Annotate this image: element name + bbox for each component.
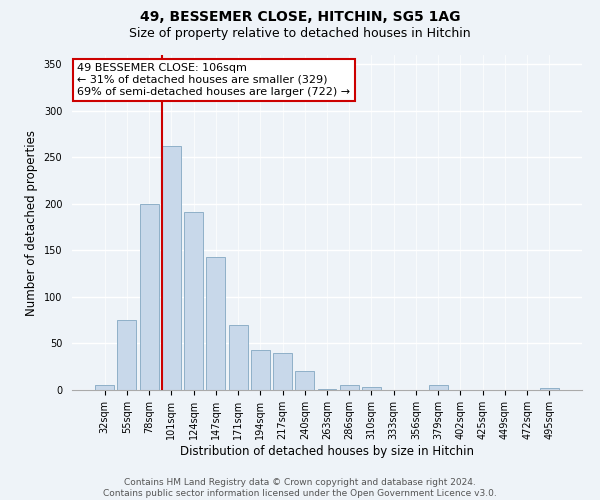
Y-axis label: Number of detached properties: Number of detached properties [25, 130, 38, 316]
Bar [295, 372, 314, 390]
Text: Contains HM Land Registry data © Crown copyright and database right 2024.
Contai: Contains HM Land Registry data © Crown c… [103, 478, 497, 498]
Bar [540, 388, 559, 390]
Bar [429, 386, 448, 390]
Text: 49 BESSEMER CLOSE: 106sqm
← 31% of detached houses are smaller (329)
69% of semi: 49 BESSEMER CLOSE: 106sqm ← 31% of detac… [77, 64, 350, 96]
Bar [95, 386, 114, 390]
X-axis label: Distribution of detached houses by size in Hitchin: Distribution of detached houses by size … [180, 444, 474, 458]
Bar [251, 350, 270, 390]
Bar [140, 204, 158, 390]
Bar [162, 146, 181, 390]
Bar [273, 353, 292, 390]
Bar [118, 320, 136, 390]
Bar [229, 325, 248, 390]
Bar [317, 389, 337, 390]
Text: Size of property relative to detached houses in Hitchin: Size of property relative to detached ho… [129, 28, 471, 40]
Bar [184, 212, 203, 390]
Bar [206, 257, 225, 390]
Text: 49, BESSEMER CLOSE, HITCHIN, SG5 1AG: 49, BESSEMER CLOSE, HITCHIN, SG5 1AG [140, 10, 460, 24]
Bar [340, 386, 359, 390]
Bar [362, 387, 381, 390]
